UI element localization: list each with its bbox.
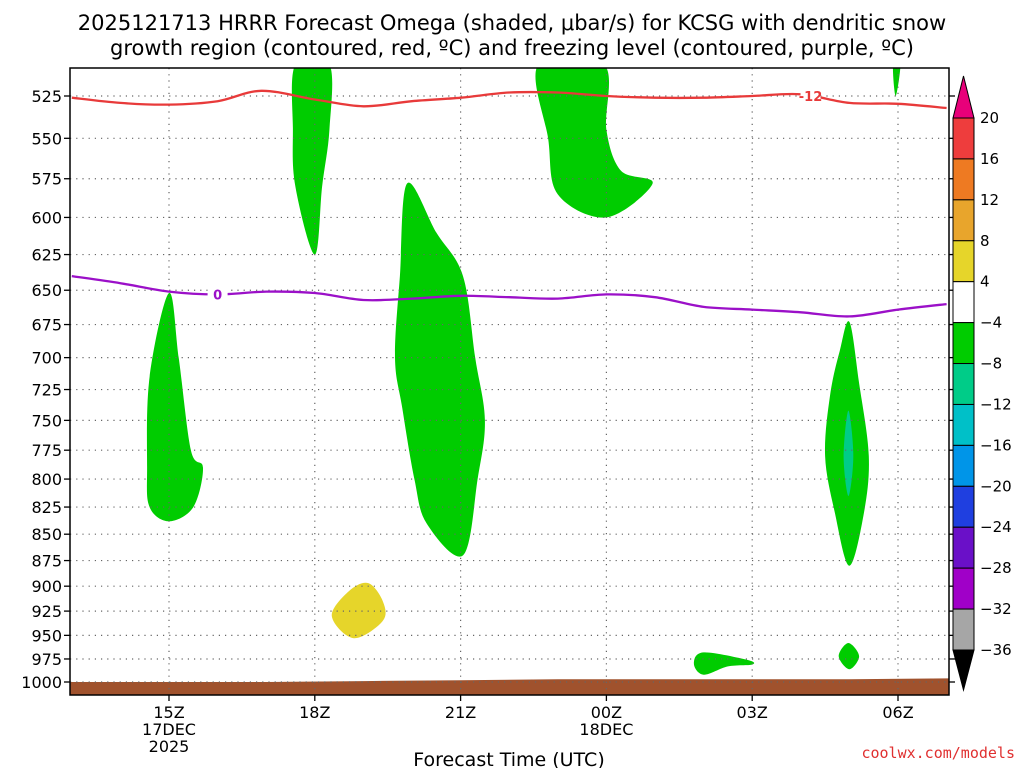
contour-label: 0 (213, 288, 222, 303)
y-tick-label: 1000 (21, 673, 62, 692)
omega-region (291, 68, 333, 255)
y-tick-label: 850 (31, 525, 62, 544)
y-tick-label: 625 (31, 246, 62, 265)
colorbar-level-label: −24 (980, 518, 1012, 536)
colorbar-level-label: 8 (980, 232, 990, 250)
omega-fill-layer (70, 68, 949, 695)
x-tick-label: 06Z (882, 703, 913, 722)
colorbar-segment (952, 526, 975, 569)
colorbar-level-label: −28 (980, 559, 1012, 577)
x-tick-label: 18DEC (579, 720, 633, 739)
y-tick-label: 825 (31, 498, 62, 517)
x-tick-label: 17DEC (142, 720, 196, 739)
omega-region (394, 182, 485, 557)
omega-region (331, 582, 386, 639)
y-tick-label: 900 (31, 577, 62, 596)
omega-region (146, 292, 204, 522)
colorbar-top-triangle (952, 75, 975, 119)
colorbar-level-label: −16 (980, 436, 1012, 454)
omega-region (693, 652, 755, 675)
omega-region (843, 410, 854, 496)
colorbar-segment (952, 608, 975, 651)
x-tick-label: 15Z (153, 703, 184, 722)
colorbar-segment (952, 199, 975, 242)
y-tick-label: 950 (31, 626, 62, 645)
colorbar-segment (952, 403, 975, 446)
plot-background (70, 68, 949, 695)
contour-label-background (207, 287, 228, 302)
y-tick-label: 875 (31, 552, 62, 571)
colorbar-level-label: −8 (980, 355, 1002, 373)
colorbar-segment (952, 281, 975, 324)
colorbar-level-label: −4 (980, 314, 1002, 332)
y-tick-label: 600 (31, 208, 62, 227)
y-tick-label: 925 (31, 602, 62, 621)
y-tick-label: 750 (31, 411, 62, 430)
x-tick-label: 18Z (299, 703, 330, 722)
omega-colorbar: 20 16 12 8 4 −4 −8 −12 −16 −20 −24 −28 −32 −36 (952, 75, 1012, 692)
plot-area: -12 0 525 550 575 600 625 650 675 700 725 750 775 800… (21, 67, 955, 756)
colorbar-level-label: 20 (980, 109, 999, 127)
y-tick-label: 725 (31, 381, 62, 400)
colorbar-level-label: −36 (980, 641, 1012, 659)
colorbar-level-label: 4 (980, 273, 990, 291)
colorbar-segment (952, 567, 975, 610)
contour-layer: -12 0 (71, 89, 947, 318)
colorbar-level-label: 16 (980, 150, 999, 168)
ground-surface (70, 678, 949, 695)
contour-label: -12 (799, 90, 823, 105)
colorbar-level-label: −32 (980, 600, 1012, 618)
colorbar-level-label: −12 (980, 395, 1012, 413)
y-tick-label: 675 (31, 316, 62, 335)
y-tick-label: 575 (31, 170, 62, 189)
x-tick-label: 00Z (591, 703, 622, 722)
y-tick-label: 700 (31, 349, 62, 368)
colorbar-level-label: 12 (980, 191, 999, 209)
omega-region (838, 643, 860, 670)
colorbar-level-label: −20 (980, 477, 1012, 495)
colorbar-bottom-triangle (952, 649, 975, 692)
y-tick-label: 800 (31, 470, 62, 489)
y-tick-label: 975 (31, 650, 62, 669)
y-tick-label: 550 (31, 129, 62, 148)
x-tick-label: 2025 (149, 737, 190, 756)
colorbar-segment (952, 363, 975, 405)
contour-label-background (800, 89, 821, 103)
colorbar-segment (952, 240, 975, 283)
colorbar-segment (952, 117, 975, 160)
chart-title-line-1: 2025121713 HRRR Forecast Omega (shaded, … (78, 11, 946, 35)
y-tick-label: 650 (31, 281, 62, 300)
y-tick-label: 775 (31, 441, 62, 460)
colorbar-segment (952, 444, 975, 487)
plot-frame (69, 67, 950, 696)
colorbar-segment (952, 322, 975, 365)
x-tick-label: 03Z (737, 703, 768, 722)
colorbar-segment (952, 158, 975, 201)
x-axis-label: Forecast Time (UTC) (413, 749, 604, 768)
colorbar-segment (952, 485, 975, 528)
site-credit: coolwx.com/models (861, 744, 1015, 762)
x-tick-label: 21Z (445, 703, 476, 722)
chart-title-line-2: growth region (contoured, red, ºC) and f… (110, 36, 914, 60)
y-tick-label: 525 (31, 87, 62, 106)
omega-region (535, 68, 653, 218)
